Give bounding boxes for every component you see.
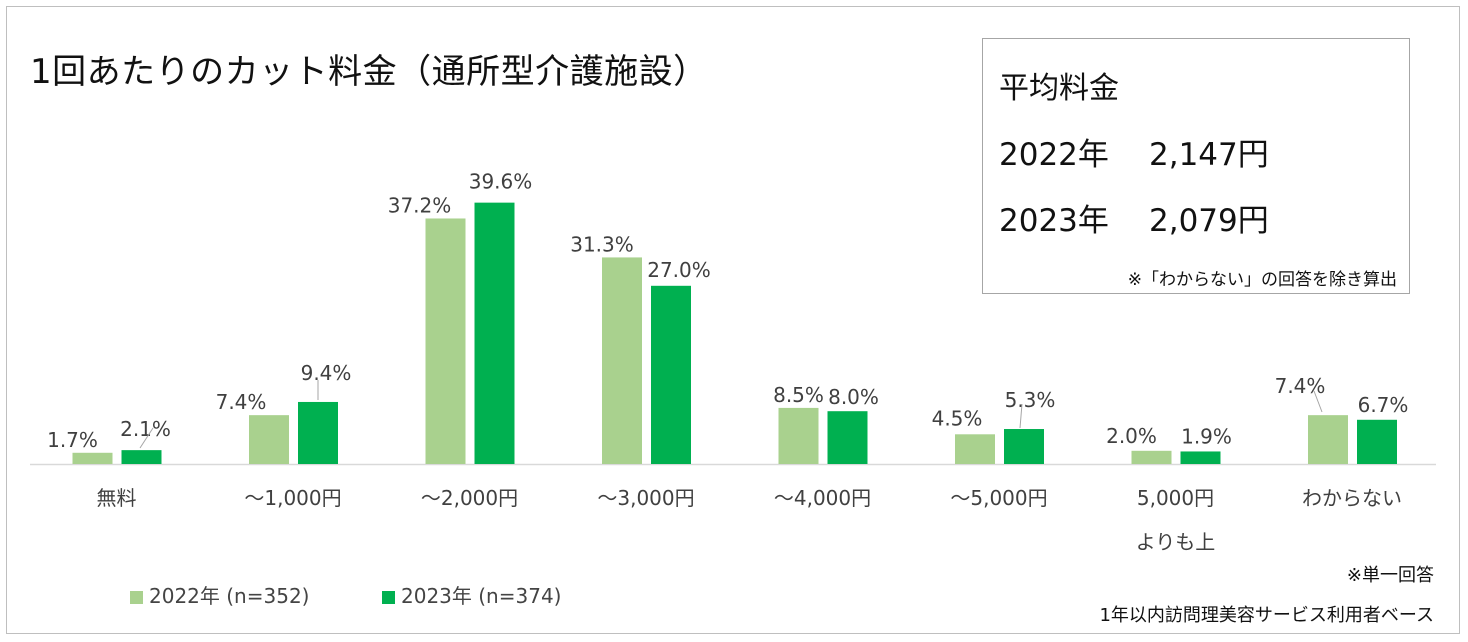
category-label-4: ～4,000円 <box>774 486 871 510</box>
average-row-2022: 2022年 2,147円 <box>999 129 1269 174</box>
data-label-2023-1: 9.4% <box>301 361 352 385</box>
average-price-box: 平均料金 2022年 2,147円 2023年 2,079円 ※「わからない」の回答… <box>982 38 1410 294</box>
leader-line-1-5 <box>1019 403 1023 429</box>
data-label-2022-6: 2.0% <box>1106 424 1157 448</box>
bar-2023-7 <box>1357 419 1397 464</box>
data-label-2022-2: 37.2% <box>388 193 452 217</box>
average-row-2023: 2023年 2,079円 <box>999 195 1269 240</box>
bar-2022-6 <box>1131 450 1172 464</box>
legend-swatch-2022 <box>130 591 143 604</box>
data-label-2022-0: 1.7% <box>47 428 98 452</box>
data-label-2023-4: 8.0% <box>828 385 879 409</box>
data-label-2022-5: 4.5% <box>932 406 983 430</box>
bar-2023-6 <box>1180 451 1221 464</box>
data-label-2022-4: 8.5% <box>773 383 824 407</box>
data-label-2022-7: 7.4% <box>1275 374 1326 398</box>
average-price-title: 平均料金 <box>999 71 1119 106</box>
category-label-6-line0: 5,000円 <box>1137 486 1214 510</box>
bar-2022-1 <box>249 415 289 464</box>
base-note: 1年以内訪問理美容サービス利用者ベース <box>1099 605 1434 626</box>
average-price-2022: 2,147円 <box>1149 137 1269 173</box>
average-year-2022: 2022年 <box>999 137 1109 173</box>
bar-2023-0 <box>121 450 162 464</box>
data-label-2023-0: 2.1% <box>120 417 171 441</box>
category-label-2: ～2,000円 <box>421 486 518 510</box>
bar-2022-4 <box>778 407 819 464</box>
bar-2022-3 <box>602 257 642 464</box>
chart-title: 1回あたりのカット料金（通所型介護施設） <box>30 52 708 92</box>
category-label-3: ～3,000円 <box>597 486 694 510</box>
bar-2023-3 <box>651 285 691 464</box>
single-answer-note: ※単一回答 <box>1346 565 1434 586</box>
legend-item-2023: 2023年 (n=374) <box>382 580 561 609</box>
data-label-2023-2: 39.6% <box>469 170 533 194</box>
data-label-2023-7: 6.7% <box>1358 393 1409 417</box>
category-label-1: ～1,000円 <box>244 486 341 510</box>
leader-line-0-7 <box>1313 390 1323 413</box>
data-label-2023-3: 27.0% <box>647 258 711 282</box>
bar-2022-5 <box>955 434 995 464</box>
bar-2023-5 <box>1004 429 1044 464</box>
category-label-6-line1: よりも上 <box>1136 530 1216 554</box>
data-label-2022-1: 7.4% <box>216 390 267 414</box>
bar-2023-1 <box>298 401 338 464</box>
data-label-2022-3: 31.3% <box>570 232 634 256</box>
category-label-0: 無料 <box>97 486 137 510</box>
bar-2022-2 <box>425 218 466 464</box>
bar-2022-0 <box>72 452 113 464</box>
legend-swatch-2023 <box>382 591 395 604</box>
data-label-2023-5: 5.3% <box>1005 388 1056 412</box>
leader-line-1-0 <box>139 427 154 449</box>
bar-2023-4 <box>827 411 868 464</box>
average-year-2023: 2023年 <box>999 203 1109 239</box>
bar-2022-7 <box>1308 415 1348 464</box>
category-label-5: ～5,000円 <box>950 486 1047 510</box>
category-label-7: わからない <box>1302 486 1402 510</box>
legend-item-2022: 2022年 (n=352) <box>130 580 309 609</box>
bar-2023-2 <box>474 202 515 464</box>
legend-label-2022: 2022年 (n=352) <box>149 584 310 608</box>
average-price-2023: 2,079円 <box>1149 203 1269 239</box>
data-label-2023-6: 1.9% <box>1181 424 1232 448</box>
legend-label-2023: 2023年 (n=374) <box>401 584 562 608</box>
average-note: ※「わからない」の回答を除き算出 <box>1127 270 1397 290</box>
